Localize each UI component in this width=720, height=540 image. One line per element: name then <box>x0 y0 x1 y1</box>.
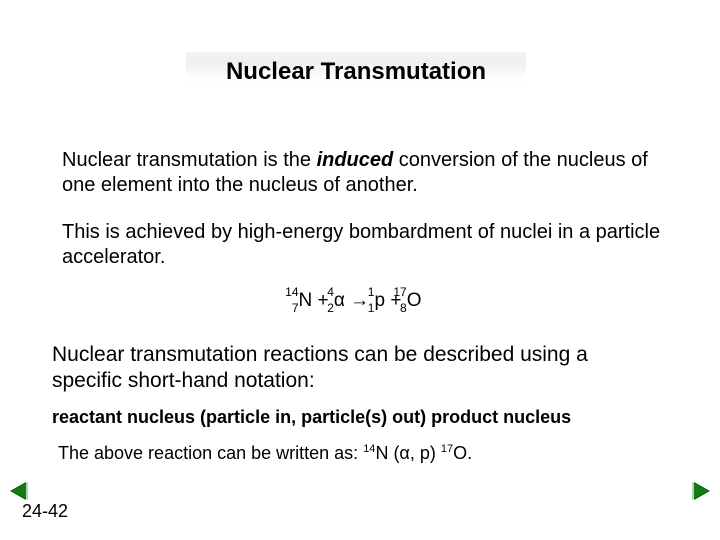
p1-italic: induced <box>317 149 394 171</box>
reactant-1: 14 7 N <box>299 290 313 312</box>
pr2-mass: 17 <box>387 286 407 298</box>
notation-template: reactant nucleus (particle in, particle(… <box>52 406 672 429</box>
p1-part-a: Nuclear transmutation is the <box>62 149 317 171</box>
pr1-mass: 1 <box>354 286 374 298</box>
paragraph-2: This is achieved by high-energy bombardm… <box>62 220 672 270</box>
pr1-atomic: 1 <box>354 302 374 314</box>
p5-n1-mass: 14 <box>363 443 375 455</box>
reactant-2: 4 2 α <box>334 290 345 312</box>
p5-n2-mass: 17 <box>441 443 453 455</box>
nuclear-equation: 14 7 N + 4 2 α → 1 1 p + 17 8 O <box>0 290 720 312</box>
slide-title: Nuclear Transmutation <box>186 52 526 92</box>
next-slide-icon[interactable] <box>694 482 710 500</box>
paragraph-1: Nuclear transmutation is the induced con… <box>62 148 662 198</box>
p5-n2-sym: O <box>453 443 467 463</box>
r1-atomic: 7 <box>279 302 299 314</box>
paragraph-5: The above reaction can be written as: 14… <box>58 442 678 465</box>
p5-end: . <box>467 443 472 463</box>
r2-mass: 4 <box>314 286 334 298</box>
prev-slide-icon[interactable] <box>10 482 26 500</box>
p5-n1-sym: N <box>375 443 388 463</box>
p5-mid: (α, p) <box>388 443 440 463</box>
product-2: 17 8 O <box>407 290 422 312</box>
pr1-symbol: p <box>374 290 385 311</box>
r2-symbol: α <box>334 290 345 311</box>
p5-a: The above reaction can be written as: <box>58 443 363 463</box>
product-1: 1 1 p <box>374 290 385 312</box>
r1-symbol: N <box>299 290 313 311</box>
paragraph-3: Nuclear transmutation reactions can be d… <box>52 342 662 395</box>
r1-mass: 14 <box>279 286 299 298</box>
r2-atomic: 2 <box>314 302 334 314</box>
page-number: 24-42 <box>22 501 68 522</box>
pr2-symbol: O <box>407 290 422 311</box>
pr2-atomic: 8 <box>387 302 407 314</box>
